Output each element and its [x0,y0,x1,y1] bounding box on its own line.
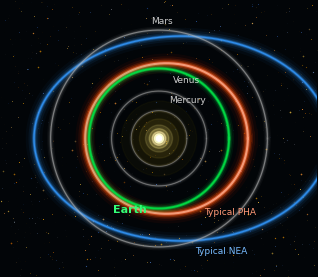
Circle shape [149,129,169,148]
Text: Venus: Venus [173,76,200,85]
Circle shape [145,125,173,152]
Text: Typical PHA: Typical PHA [204,208,256,217]
Text: Mars: Mars [151,17,173,25]
Circle shape [152,132,166,145]
Circle shape [155,134,163,143]
Text: Earth: Earth [113,205,147,215]
Circle shape [139,119,179,158]
Text: Typical NEA: Typical NEA [195,247,247,256]
Circle shape [156,136,162,141]
Circle shape [132,111,186,166]
Text: Mercury: Mercury [169,96,206,105]
